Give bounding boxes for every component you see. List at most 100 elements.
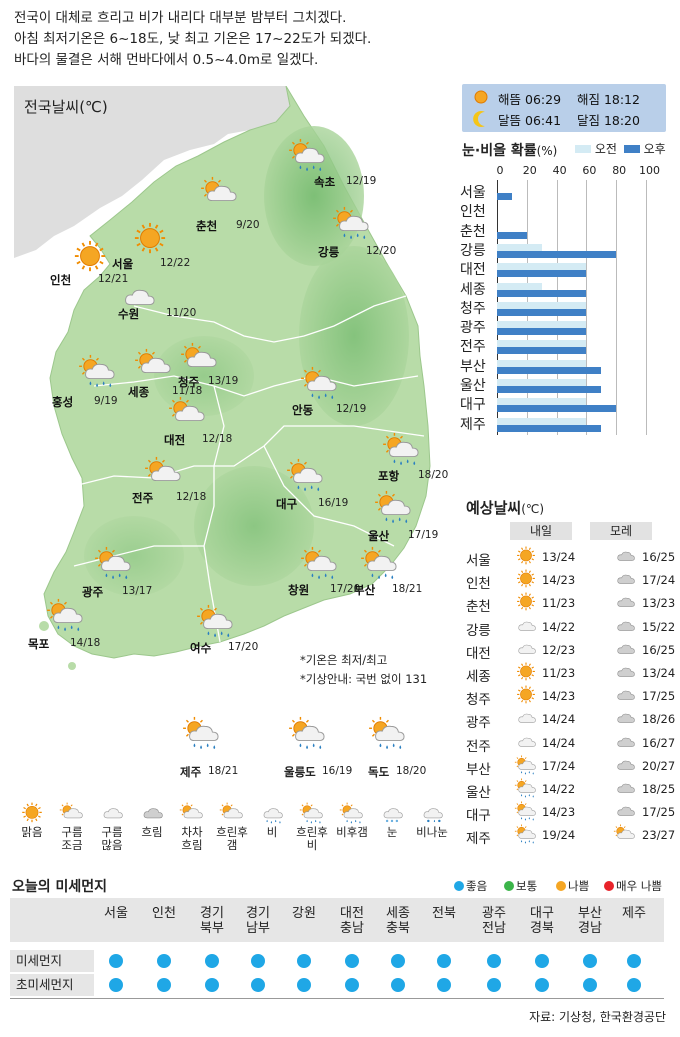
forecast-city: 춘천 [466, 599, 491, 616]
overcast-icon [612, 685, 638, 705]
precip-bar-am [497, 359, 587, 367]
forecast-city: 세종 [466, 669, 491, 685]
partly-cloudy-rain-icon [182, 716, 222, 754]
map-city-name: 울산 [368, 529, 390, 543]
island-name: 독도 [368, 765, 390, 779]
partly-cloudy-rain-icon [300, 546, 340, 580]
forecast-row: 춘천 11/23 13/23 [466, 592, 675, 616]
precip-gridline [616, 180, 618, 435]
forecast-day1-temp: 17/24 [542, 758, 576, 773]
precip-gridline [586, 180, 588, 435]
forecast-day2-temp: 20/27 [642, 758, 676, 773]
map-city-temp: 12/22 [160, 257, 191, 269]
dust-level-dot [487, 954, 501, 968]
forecast-city: 전주 [466, 738, 491, 755]
precip-category-label: 대전 [460, 262, 486, 279]
map-city-15: 울산 17/19 [368, 490, 464, 550]
dust-level-dot [297, 954, 311, 968]
precip-bar-pm [497, 289, 587, 297]
forecast-day2-temp: 17/25 [642, 805, 676, 820]
legend-item: 흐림 [132, 802, 172, 839]
partly-cloudy-rain-icon [78, 354, 118, 388]
dust-level-dot [556, 881, 566, 891]
map-city-19: 목포 14/18 [28, 598, 136, 658]
precip-tick-label: 40 [552, 164, 567, 177]
legend-item: 구름 조금 [52, 802, 92, 852]
precip-bar-pm [497, 405, 617, 413]
precip-bar-pm [497, 328, 587, 336]
overcast-icon [612, 662, 638, 682]
partly-cloudy-icon [144, 456, 184, 490]
forecast-row: 청주 14/23 17/25 [466, 685, 675, 708]
legend-item: 구름 많음 [92, 802, 132, 852]
forecast-city: 대구 [466, 808, 491, 825]
map-city-name: 부산 [354, 583, 376, 597]
map-city-name: 전주 [132, 491, 154, 505]
dust-legend-item: 보통 [504, 878, 537, 894]
dust-region-label: 대전 충남 [340, 906, 364, 936]
map-title: 전국날씨(℃) [24, 98, 108, 116]
legend-item: 비나눈 [412, 802, 452, 839]
dust-level-dot [205, 978, 219, 992]
precip-bar-am [497, 263, 587, 271]
map-city-temp: 18/21 [392, 583, 423, 595]
map-city-name: 세종 [128, 385, 150, 399]
forecast-city: 강릉 [466, 622, 491, 639]
map-city-name: 속초 [314, 175, 336, 189]
partly-cloudy-rain-icon [196, 604, 236, 638]
summary: 전국이 대체로 흐리고 비가 내리다 대부분 밤부터 그치겠다. 아침 최저기온… [14, 8, 371, 71]
map-city-temp: 12/19 [336, 403, 367, 415]
dust-region-label: 대구 경북 [530, 906, 554, 936]
overcast-icon [612, 639, 638, 659]
map-city-7: 청주 13/19 [178, 342, 270, 402]
legend-item: 차차 흐림 [172, 802, 212, 852]
legend-item: 흐린후 비 [292, 802, 332, 852]
dust-level-label: 보통 [516, 879, 538, 893]
forecast-city: 서울 [466, 553, 491, 569]
korea-weather-map [14, 86, 454, 686]
precip-category-label: 광주 [460, 320, 486, 337]
precip-bar-pm [497, 366, 602, 374]
sun-icon [130, 222, 170, 256]
forecast-day1-temp: 12/23 [542, 642, 576, 657]
forecast-day1-temp: 14/22 [542, 782, 576, 796]
dust-row-label: 미세먼지 [10, 950, 94, 972]
sunrise-time: 06:29 [525, 92, 562, 107]
map-city-temp: 17/19 [408, 529, 439, 541]
dust-level-label: 나쁨 [568, 879, 590, 893]
sun-icon [70, 240, 110, 274]
precip-bar-am [497, 379, 587, 386]
precip-bar-pm [497, 250, 617, 258]
legend-label: 구름 많음 [101, 825, 123, 852]
forecast-row: 제주 19/24 23/27 [466, 824, 675, 847]
dust-level-dot [109, 954, 123, 968]
weather-icon-legend: 맑음 구름 조금 구름 많음 흐림 차차 흐림 흐린후 갬 비 흐린후 비 비후갬 눈 비나눈 [12, 802, 452, 862]
map-city-temp: 17/20 [228, 641, 259, 653]
dust-region-label: 강원 [292, 906, 316, 921]
precip-category-label: 전주 [460, 339, 486, 356]
map-city-name: 목포 [28, 637, 50, 651]
dust-level-label: 매우 나쁨 [616, 879, 662, 893]
sunrise-label: 해뜸 [498, 92, 522, 107]
island-name: 울릉도 [284, 765, 316, 779]
forecast-city: 울산 [466, 785, 491, 801]
legend-item: 비 [252, 802, 292, 839]
forecast-day2-header: 모레 [590, 522, 652, 540]
dust-level-dot [437, 978, 451, 992]
dust-row-label: 초미세먼지 [10, 974, 94, 996]
partly-cloudy-rain-icon [300, 366, 340, 400]
dust-legend-item: 나쁨 [556, 878, 589, 894]
legend-item: 눈 [372, 802, 412, 839]
partly-cloudy-rain-icon [46, 598, 86, 632]
cloud-icon [514, 732, 538, 752]
cloud-icon [514, 708, 538, 728]
partly-cloudy-rain-icon [368, 716, 408, 754]
map-city-temp: 18/20 [418, 469, 449, 481]
sun-icon [474, 90, 488, 104]
partly-cloudy-rain-icon [288, 716, 328, 754]
map-city-temp: 9/19 [94, 395, 118, 407]
map-city-temp: 12/19 [346, 175, 377, 187]
legend-label: 흐림 [141, 825, 163, 839]
map-city-name: 포항 [378, 469, 400, 483]
snow-icon [379, 802, 405, 824]
